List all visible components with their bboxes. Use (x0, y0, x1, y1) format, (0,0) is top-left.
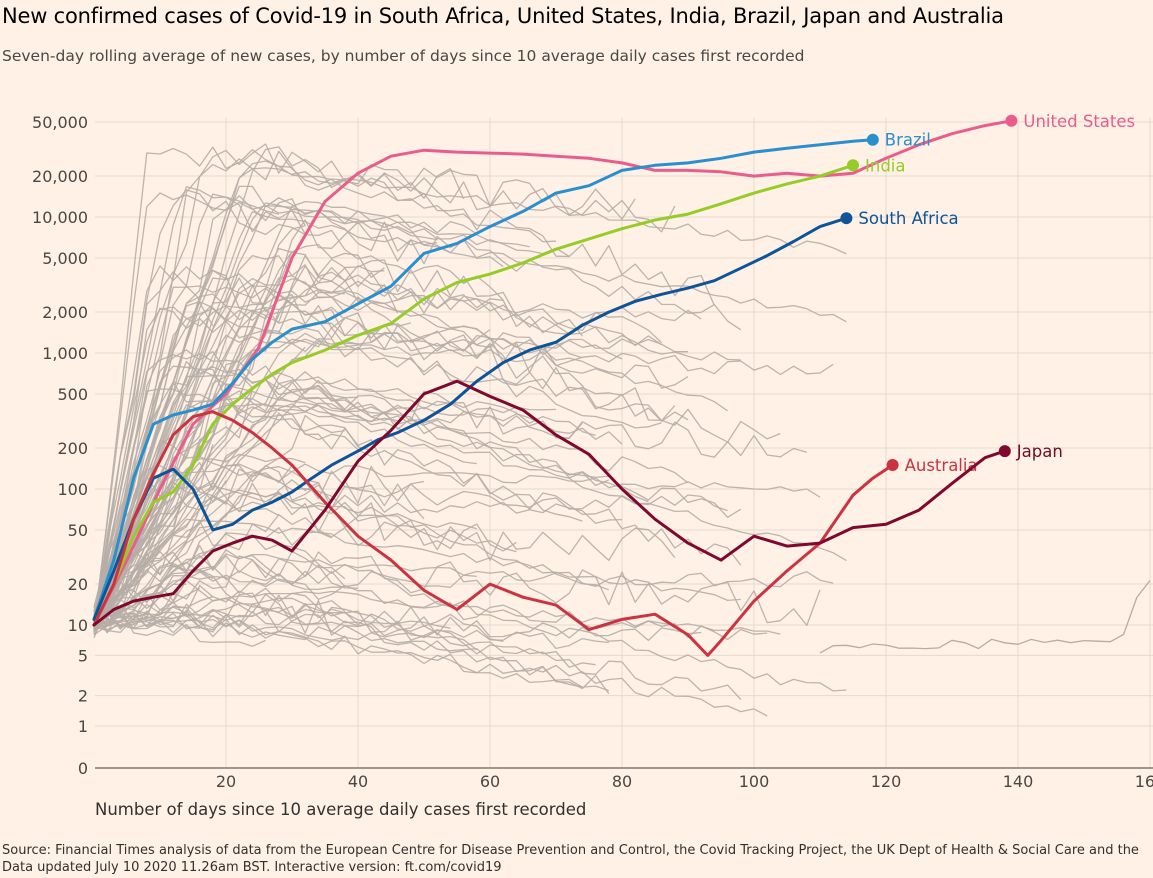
x-tick-label: 140 (1003, 772, 1034, 791)
background-country-line (93, 192, 570, 625)
background-country-line (93, 349, 610, 627)
y-tick-label: 20 (68, 575, 88, 594)
series-label: Japan (1016, 442, 1063, 461)
background-country-line (93, 597, 346, 629)
series-line (92, 379, 1007, 627)
background-country-line (93, 360, 359, 626)
series-japan: Japan (92, 379, 1063, 627)
background-country-line (93, 570, 834, 624)
y-tick-label: 50 (68, 521, 88, 540)
background-country-line (93, 385, 649, 630)
y-tick-label: 50,000 (32, 113, 88, 132)
x-tick-label: 40 (348, 772, 368, 791)
series-line (92, 410, 895, 657)
x-tick-label: 120 (871, 772, 902, 791)
y-tick-label: 200 (57, 439, 88, 458)
series-label: Brazil (885, 131, 931, 150)
chart-title: New confirmed cases of Covid-19 in South… (2, 4, 1004, 28)
background-country-line (93, 271, 399, 618)
update-note: Data updated July 10 2020 11.26am BST. I… (2, 860, 502, 875)
y-tick-label: 5,000 (42, 249, 88, 268)
background-country-line (93, 307, 689, 632)
x-tick-label: 100 (739, 772, 770, 791)
y-tick-label: 1,000 (42, 344, 88, 363)
background-country-line (93, 553, 477, 627)
background-country-line (93, 412, 345, 623)
series-label: South Africa (858, 209, 958, 228)
background-country-line (93, 382, 742, 627)
background-country-line (93, 579, 478, 651)
background-country-line (93, 533, 847, 692)
y-tick-label: 100 (57, 480, 88, 499)
series-end-point (866, 133, 879, 146)
background-country-line (93, 150, 465, 630)
background-country-line (93, 453, 306, 624)
background-country-line (93, 340, 834, 620)
y-tick-label: 500 (57, 385, 88, 404)
background-country-line (93, 592, 742, 700)
background-country-line (93, 285, 702, 631)
y-tick-label: 10 (68, 616, 88, 635)
background-country-line (93, 204, 491, 624)
series-end-point (1005, 114, 1018, 127)
background-country-line (93, 599, 504, 643)
background-country-line (93, 584, 214, 627)
background-country-line (93, 146, 676, 628)
background-country-line (93, 284, 781, 622)
series-line (92, 138, 875, 621)
background-country-line (93, 587, 596, 668)
background-country-line (93, 301, 662, 630)
series-label: India (865, 156, 906, 175)
series-south-africa: South Africa (92, 209, 959, 621)
background-country-line (93, 219, 438, 611)
series-end-point (840, 212, 853, 225)
y-tick-label: 0 (78, 759, 88, 778)
background-country-line (93, 463, 821, 626)
background-country-line (93, 612, 610, 694)
x-axis-label: Number of days since 10 average daily ca… (95, 800, 587, 819)
series-label: United States (1023, 112, 1135, 131)
series-end-point (886, 459, 899, 472)
background-country-line (93, 463, 319, 623)
y-tick-label: 2 (78, 687, 88, 706)
background-country-line (93, 371, 596, 620)
chart-subtitle: Seven-day rolling average of new cases, … (2, 47, 805, 65)
x-tick-label: 160 (1135, 772, 1153, 791)
y-tick-label: 20,000 (32, 167, 88, 186)
background-country-line (93, 608, 266, 647)
y-tick-label: 2,000 (42, 303, 88, 322)
background-countries (93, 143, 1151, 717)
series-label: Australia (905, 456, 978, 475)
axes: 20 40 60 80 100 120 140 160 0 1 2 5 10 20 50 100 200 500 1… (32, 113, 1153, 791)
y-tick-label: 1 (78, 717, 88, 736)
background-country-line (93, 160, 557, 626)
background-country-line (93, 574, 768, 641)
source-note: Source: Financial Times analysis of data… (2, 843, 1139, 858)
background-country-line (93, 549, 346, 612)
background-country-line (93, 277, 411, 636)
x-tick-label: 20 (216, 772, 236, 791)
y-tick-label: 5 (78, 646, 88, 665)
background-country-line (93, 193, 504, 608)
background-country-line (93, 265, 227, 627)
x-tick-label: 60 (480, 772, 500, 791)
background-country-line (93, 609, 702, 642)
background-country-line (93, 514, 676, 635)
series-end-point (847, 159, 859, 172)
series-line (92, 216, 848, 621)
background-country-line (819, 580, 1151, 654)
series-australia: Australia (92, 410, 978, 657)
background-country-line (93, 613, 609, 650)
series-end-point (998, 445, 1011, 458)
background-country-line (93, 609, 583, 688)
x-tick-label: 80 (612, 772, 632, 791)
highlighted-series: United States Brazil India South Africa Aust… (92, 112, 1135, 657)
y-tick-label: 10,000 (32, 208, 88, 227)
series-brazil: Brazil (92, 131, 931, 621)
